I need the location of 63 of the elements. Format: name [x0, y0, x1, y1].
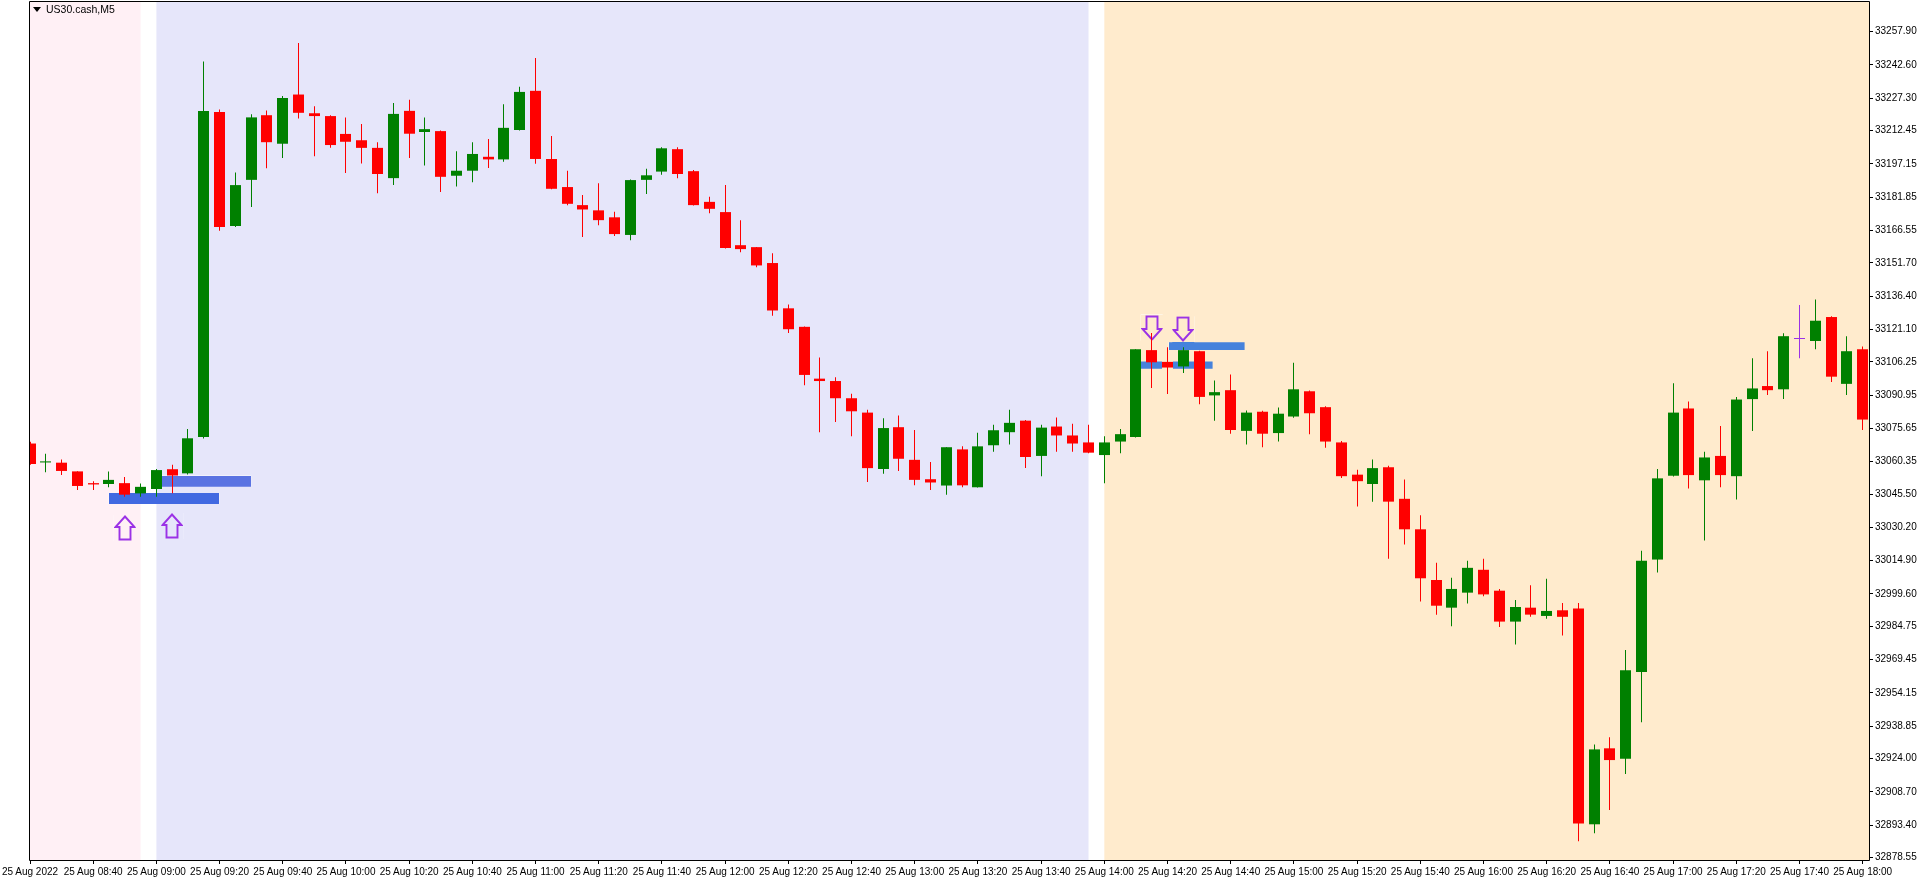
candlestick — [577, 194, 588, 237]
x-tick-label: 25 Aug 14:00 — [1074, 865, 1135, 877]
x-tick-label: 25 Aug 10:20 — [379, 865, 440, 877]
y-tick-label: 32999.60 — [1875, 587, 1918, 599]
x-tick-label: 25 Aug 14:20 — [1138, 865, 1198, 877]
x-tick-label: 25 Aug 13:20 — [948, 865, 1008, 877]
x-tick-label: 25 Aug 13:00 — [885, 865, 945, 877]
y-tick-label: 33075.65 — [1875, 422, 1918, 434]
x-tick-label: 25 Aug 17:40 — [1770, 865, 1830, 877]
x-tick-label: 25 Aug 15:20 — [1327, 865, 1388, 877]
y-tick-label: 33151.70 — [1875, 256, 1918, 268]
y-tick-label: 33030.20 — [1875, 521, 1918, 533]
y-tick-label: 32938.85 — [1875, 719, 1918, 731]
candlestick — [309, 106, 320, 157]
candlestick — [419, 117, 430, 166]
x-tick-label: 25 Aug 12:00 — [695, 865, 756, 877]
x-tick-label: 25 Aug 16:00 — [1454, 865, 1514, 877]
chart-title: US30.cash,M5 — [46, 3, 115, 16]
y-tick-label: 32924.00 — [1875, 752, 1918, 764]
x-tick-label: 25 Aug 14:40 — [1201, 865, 1261, 877]
y-tick-label: 33242.60 — [1875, 58, 1918, 70]
x-tick-label: 25 Aug 17:00 — [1643, 865, 1703, 877]
y-tick-label: 33090.95 — [1875, 388, 1918, 400]
y-tick-label: 33121.10 — [1875, 323, 1918, 335]
x-tick-label: 25 Aug 17:20 — [1706, 865, 1767, 877]
x-tick-label: 25 Aug 13:40 — [1011, 865, 1072, 877]
x-tick-label: 25 Aug 16:20 — [1517, 865, 1577, 877]
x-tick-label: 25 Aug 15:40 — [1390, 865, 1451, 877]
x-tick-label: 25 Aug 16:40 — [1580, 865, 1640, 877]
x-tick-label: 25 Aug 2022 — [1, 865, 59, 877]
candlestick — [1209, 380, 1220, 421]
y-tick-label: 32969.45 — [1875, 653, 1918, 665]
x-tick-label: 25 Aug 15:00 — [1264, 865, 1324, 877]
y-tick-label: 32908.70 — [1875, 785, 1918, 797]
x-tick-label: 25 Aug 09:40 — [253, 865, 313, 877]
x-tick-label: 25 Aug 11:40 — [632, 865, 692, 877]
x-tick-label: 25 Aug 12:20 — [758, 865, 819, 877]
x-tick-label: 25 Aug 08:40 — [63, 865, 124, 877]
x-tick-label: 25 Aug 09:00 — [126, 865, 187, 877]
y-tick-label: 33257.90 — [1875, 25, 1918, 37]
y-tick-label: 33014.90 — [1875, 554, 1918, 566]
y-tick-label: 33106.25 — [1875, 355, 1918, 367]
y-tick-label: 33060.35 — [1875, 455, 1918, 467]
candlestick — [1762, 351, 1773, 395]
y-tick-label: 32984.75 — [1875, 620, 1918, 632]
y-tick-label: 33212.45 — [1875, 124, 1918, 136]
x-tick-label: 25 Aug 10:00 — [316, 865, 376, 877]
y-tick-label: 33197.15 — [1875, 157, 1918, 169]
x-tick-label: 25 Aug 18:00 — [1833, 865, 1893, 877]
x-tick-label: 25 Aug 10:40 — [442, 865, 503, 877]
y-tick-label: 33136.40 — [1875, 289, 1918, 301]
y-tick-label: 33181.85 — [1875, 190, 1918, 202]
y-tick-label: 32893.40 — [1875, 818, 1918, 830]
x-tick-label: 25 Aug 11:00 — [506, 865, 566, 877]
x-tick-label: 25 Aug 09:20 — [190, 865, 250, 877]
candlestick — [1794, 305, 1805, 359]
y-tick-label: 32878.55 — [1875, 851, 1918, 863]
y-tick-label: 33045.50 — [1875, 487, 1918, 499]
y-tick-label: 33227.30 — [1875, 91, 1918, 103]
x-tick-label: 25 Aug 12:40 — [822, 865, 882, 877]
y-tick-label: 32954.15 — [1875, 686, 1918, 698]
x-tick-label: 25 Aug 11:20 — [569, 865, 629, 877]
y-tick-label: 33166.55 — [1875, 224, 1918, 236]
